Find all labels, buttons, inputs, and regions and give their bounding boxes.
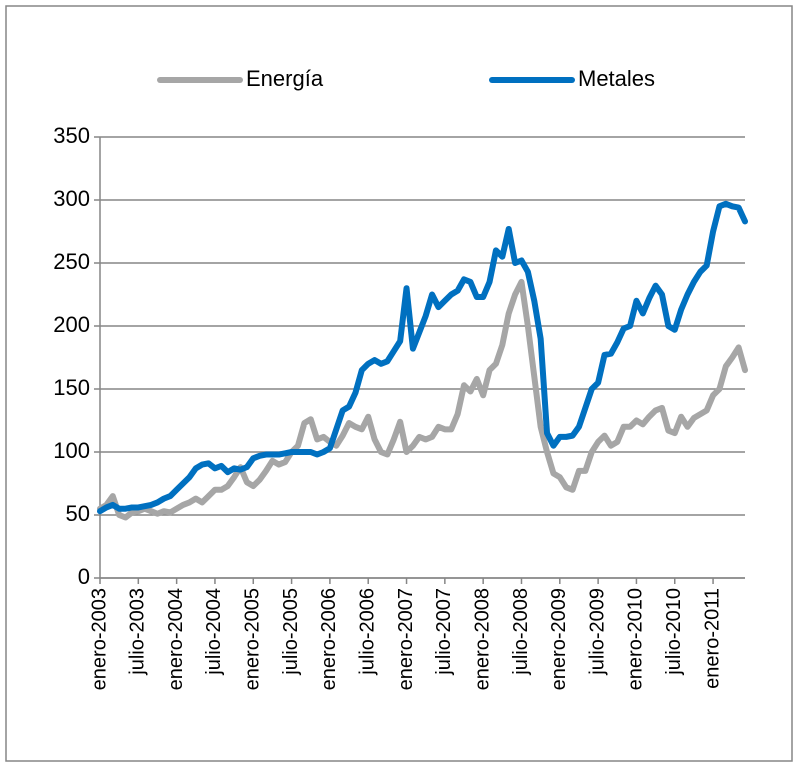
y-tick-label: 300 bbox=[53, 186, 90, 211]
x-tick-label: enero-2004 bbox=[165, 588, 187, 690]
y-tick-label: 200 bbox=[53, 312, 90, 337]
series-line bbox=[97, 278, 748, 521]
x-tick-label: enero-2010 bbox=[625, 588, 647, 690]
x-tick-label: julio-2006 bbox=[356, 588, 378, 676]
y-tick-label: 0 bbox=[78, 564, 90, 589]
x-tick-label: enero-2007 bbox=[395, 588, 417, 690]
x-tick-label: enero-2005 bbox=[242, 588, 264, 690]
legend-label: Metales bbox=[578, 66, 655, 91]
x-tick-label: julio-2005 bbox=[280, 588, 302, 676]
x-tick-label: enero-2008 bbox=[471, 588, 493, 690]
x-tick-label: julio-2009 bbox=[586, 588, 608, 676]
chart-border bbox=[5, 5, 793, 762]
x-tick-label: julio-2010 bbox=[663, 588, 685, 676]
y-tick-label: 150 bbox=[53, 375, 90, 400]
series-line bbox=[97, 200, 748, 515]
x-tick-label: julio-2004 bbox=[203, 588, 225, 676]
x-tick-label: enero-2003 bbox=[88, 588, 110, 690]
x-tick-label: enero-2009 bbox=[548, 588, 570, 690]
x-tick-label: enero-2011 bbox=[701, 588, 723, 689]
x-tick-label: enero-2006 bbox=[318, 588, 340, 690]
x-tick-label: julio-2003 bbox=[127, 588, 149, 676]
x-tick-label: julio-2008 bbox=[510, 588, 532, 676]
y-tick-label: 350 bbox=[53, 123, 90, 148]
x-tick-label: julio-2007 bbox=[433, 588, 455, 676]
legend-label: Energía bbox=[246, 66, 324, 91]
y-tick-label: 50 bbox=[66, 501, 90, 526]
y-tick-label: 250 bbox=[53, 249, 90, 274]
y-tick-label: 100 bbox=[53, 438, 90, 463]
